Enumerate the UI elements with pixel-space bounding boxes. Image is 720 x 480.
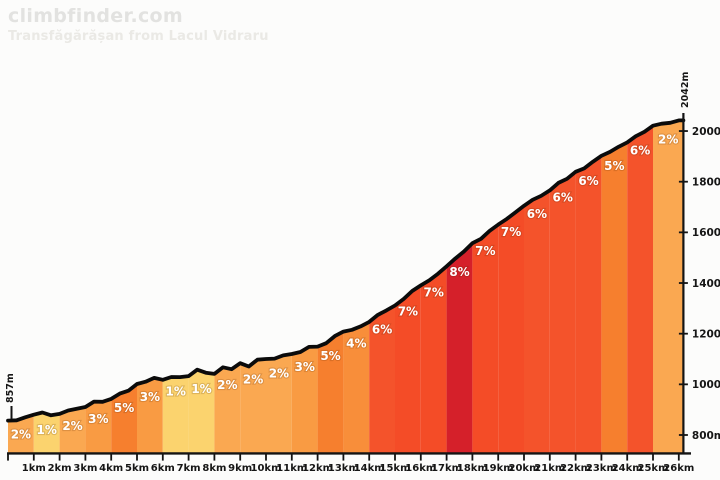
- y-tick-label: 1000m: [692, 379, 720, 391]
- gradient-label: 6%: [630, 144, 650, 158]
- gradient-label: 6%: [578, 174, 598, 188]
- gradient-band: [472, 224, 499, 453]
- gradient-band: [291, 346, 318, 453]
- x-tick-label: 20km: [509, 463, 540, 474]
- start-elevation-marker: 857m: [5, 373, 16, 419]
- gradient-band: [111, 384, 137, 453]
- gradient-band: [343, 321, 370, 453]
- x-tick-label: 21km: [534, 463, 565, 474]
- x-tick-label: 22km: [560, 463, 591, 474]
- x-tick-label: 5km: [125, 463, 149, 474]
- gradient-label: 7%: [475, 244, 495, 258]
- gradient-labels: 2% 1% 2% 3% 5% 3% 1% 1% 2% 2% 2% 3% 5% 4% 6% 7% 7% 8% 7% 7%…: [10, 132, 680, 443]
- gradient-band: [266, 354, 292, 453]
- x-tick-label: 17km: [431, 463, 462, 474]
- gradient-band: [498, 205, 524, 453]
- x-tick-label: 23km: [586, 463, 617, 474]
- gradient-band: [137, 377, 163, 453]
- gradient-label: 1%: [166, 385, 186, 399]
- gradient-band: [395, 285, 421, 453]
- x-tick-label: 15km: [380, 463, 411, 474]
- x-tick-label: 8km: [202, 463, 226, 474]
- gradient-label: 2%: [269, 367, 289, 381]
- x-tick-label: 6km: [151, 463, 175, 474]
- x-tick-label: 7km: [177, 463, 201, 474]
- x-tick-label: 1km: [22, 463, 46, 474]
- y-tick-label: 1800m: [692, 177, 720, 189]
- y-tick-label: 1600m: [692, 227, 720, 239]
- gradient-label: 8%: [449, 265, 469, 279]
- gradient-label: 5%: [114, 401, 134, 415]
- x-tick-label: 16km: [405, 463, 436, 474]
- gradient-band: [188, 369, 215, 453]
- gradient-band: [601, 142, 628, 453]
- gradient-label: 7%: [398, 305, 418, 319]
- x-tick-label: 2km: [48, 463, 72, 474]
- gradient-label: 5%: [604, 159, 624, 173]
- gradient-label: 6%: [372, 323, 392, 337]
- gradient-band: [317, 331, 344, 453]
- x-tick-label: 25km: [638, 463, 669, 474]
- gradient-band: [524, 190, 550, 453]
- x-axis: 1km 2km 3km 4km 5km 6km 7km 8km 9km10km11km12km1…: [7, 452, 694, 474]
- x-tick-label: 9km: [228, 463, 252, 474]
- brand-logo: climbfinder.com: [8, 5, 183, 27]
- gradient-label: 6%: [527, 207, 547, 221]
- y-tick-label: 800m: [692, 430, 720, 442]
- gradient-label: 7%: [424, 285, 444, 299]
- gradient-band: [240, 359, 266, 453]
- gradient-label: 2%: [217, 378, 237, 392]
- gradient-label: 1%: [191, 382, 211, 396]
- start-elevation-label: 857m: [5, 373, 16, 403]
- gradient-label: 3%: [295, 360, 315, 374]
- x-tick-label: 10km: [251, 463, 282, 474]
- gradient-band: [549, 171, 576, 453]
- y-axis: 800m 1000m 1200m 1400m 1600m 1800m 2000m 2042m: [678, 72, 720, 454]
- x-tick-label: 14km: [354, 463, 385, 474]
- page-header: climbfinder.com Transfăgărășan from Lacu…: [8, 6, 269, 44]
- summit-elevation-label: 2042m: [680, 72, 691, 108]
- gradient-band: [653, 120, 684, 453]
- x-tick-label: 12km: [302, 463, 333, 474]
- x-tick-label: 18km: [457, 463, 488, 474]
- x-tick-label: 11km: [276, 463, 307, 474]
- gradient-label: 2%: [11, 427, 31, 441]
- gradient-band: [446, 243, 473, 453]
- gradient-band: [214, 363, 241, 453]
- y-tick-label: 1400m: [692, 278, 720, 290]
- gradient-label: 7%: [501, 225, 521, 239]
- gradient-label: 2%: [62, 419, 82, 433]
- gradient-band: [162, 376, 189, 453]
- x-tick-label: 13km: [328, 463, 359, 474]
- gradient-label: 2%: [243, 372, 263, 386]
- gradient-band: [627, 125, 653, 453]
- x-tick-label: 3km: [73, 463, 97, 474]
- gradient-band: [420, 266, 447, 453]
- gradient-label: 3%: [140, 390, 160, 404]
- x-tick-label: 24km: [612, 463, 643, 474]
- x-tick-label: 26km: [663, 463, 694, 474]
- gradient-label: 5%: [320, 349, 340, 363]
- y-tick-label: 2000m: [692, 126, 720, 138]
- gradient-label: 6%: [553, 191, 573, 205]
- gradient-label: 2%: [658, 133, 678, 147]
- climb-title: Transfăgărășan from Lacul Vidraru: [8, 28, 269, 44]
- gradient-band: [85, 398, 112, 453]
- y-tick-label: 1200m: [692, 328, 720, 340]
- x-tick-label: 19km: [483, 463, 514, 474]
- x-tick-label: 4km: [99, 463, 123, 474]
- gradient-label: 1%: [37, 423, 57, 437]
- gradient-band: [369, 305, 395, 453]
- gradient-band: [33, 412, 60, 453]
- gradient-label: 3%: [88, 412, 108, 426]
- gradient-bands: [8, 120, 684, 453]
- elevation-profile-line: [6, 118, 686, 423]
- gradient-band: [8, 414, 34, 453]
- gradient-band: [59, 407, 86, 453]
- gradient-band: [575, 155, 602, 453]
- gradient-label: 4%: [346, 337, 366, 351]
